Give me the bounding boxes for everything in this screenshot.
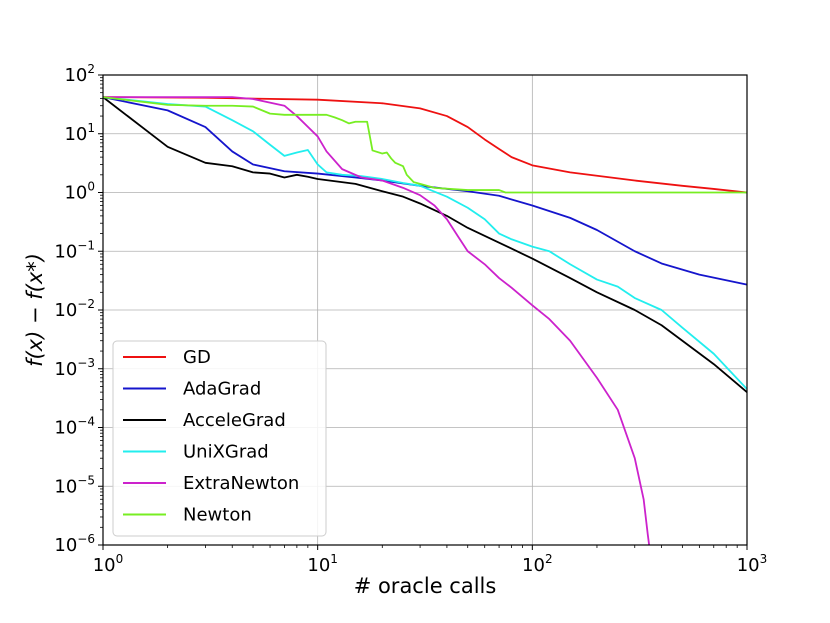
y-tick-label: 10−2 bbox=[54, 297, 95, 321]
x-tick-label: 103 bbox=[737, 552, 768, 576]
legend-box bbox=[112, 340, 327, 537]
legend: GD AdaGrad AcceleGrad UniXGrad ExtraNewton Ne… bbox=[112, 340, 327, 537]
series-lines bbox=[102, 96, 748, 546]
x-axis-label: # oracle calls bbox=[354, 574, 497, 598]
axis-ticks: 100 101 102 103 10−6 10−5 10−4 10−3 10−2 10−1 100 1… bbox=[54, 62, 767, 576]
legend-label-adagrad: AdaGrad bbox=[183, 379, 261, 400]
series-line-accelegrad bbox=[102, 96, 748, 393]
series-line-newton bbox=[102, 96, 747, 194]
y-tick-label: 102 bbox=[64, 62, 95, 86]
x-tick-label: 101 bbox=[307, 552, 338, 576]
y-axis-label-text: f(x) − f(x*) bbox=[23, 253, 47, 367]
legend-label-newton: Newton bbox=[183, 505, 252, 526]
legend-label-unixgrad: UniXGrad bbox=[183, 442, 269, 463]
legend-label-accelegrad: AcceleGrad bbox=[183, 410, 286, 431]
y-tick-label: 10−4 bbox=[54, 415, 95, 439]
y-tick-label: 10−6 bbox=[54, 532, 95, 556]
series-line-unixgrad bbox=[102, 96, 748, 390]
y-axis-label: f(x) − f(x*) bbox=[23, 253, 47, 367]
y-tick-label: 101 bbox=[64, 121, 95, 145]
y-tick-label: 10−5 bbox=[54, 473, 95, 497]
y-tick-label: 10−1 bbox=[54, 238, 95, 262]
x-tick-label: 100 bbox=[93, 552, 124, 576]
y-tick-label: 10−3 bbox=[54, 356, 95, 380]
series-line-gd bbox=[102, 96, 748, 194]
x-tick-label: 102 bbox=[522, 552, 553, 576]
legend-label-extranewton: ExtraNewton bbox=[183, 473, 299, 494]
legend-label-gd: GD bbox=[183, 347, 211, 368]
series-line-extranewton bbox=[103, 96, 651, 546]
y-tick-label: 100 bbox=[64, 180, 95, 204]
